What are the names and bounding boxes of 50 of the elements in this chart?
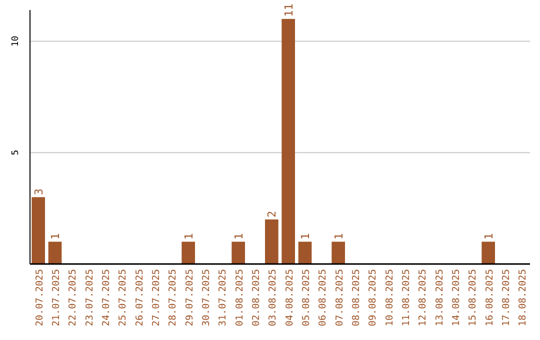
data-label: 1 (299, 233, 312, 240)
x-tick-label: 28.07.2025 (168, 269, 179, 326)
data-label: 1 (182, 233, 196, 240)
x-tick-label: 20.07.2025 (34, 269, 46, 326)
x-tick-label: 04.08.2025 (284, 269, 296, 326)
bar (332, 242, 345, 264)
data-label: 11 (282, 4, 296, 17)
bar (265, 219, 278, 264)
x-tick-label: 07.08.2025 (334, 269, 346, 326)
x-tick-label: 23.07.2025 (84, 269, 96, 326)
x-tick-label: 02.08.2025 (251, 269, 262, 326)
x-tick-label: 12.08.2025 (418, 269, 429, 326)
data-label: 1 (49, 233, 62, 240)
x-tick-label: 13.08.2025 (434, 269, 446, 326)
x-tick-label: 05.08.2025 (301, 269, 312, 326)
x-tick-label: 09.08.2025 (368, 269, 379, 326)
bar (282, 18, 295, 264)
x-tick-label: 21.07.2025 (51, 269, 62, 326)
data-label: 1 (332, 233, 346, 240)
bar (232, 242, 245, 264)
x-tick-label: 25.07.2025 (118, 269, 129, 326)
x-tick-label: 27.07.2025 (151, 269, 162, 326)
x-tick-label: 29.07.2025 (184, 269, 196, 326)
x-tick-label: 01.08.2025 (234, 269, 246, 326)
bar (298, 242, 312, 264)
x-tick-label: 17.08.2025 (501, 269, 512, 326)
bar (482, 242, 495, 264)
y-tick-label: 10 (11, 36, 21, 47)
x-tick-label: 14.08.2025 (451, 269, 462, 326)
x-tick-label: 03.08.2025 (268, 269, 279, 326)
bar (182, 242, 195, 264)
x-tick-label: 16.08.2025 (484, 269, 496, 326)
y-tick-label: 5 (11, 150, 21, 156)
x-tick-label: 18.08.2025 (518, 269, 529, 326)
x-tick-label: 10.08.2025 (384, 269, 396, 326)
data-label: 3 (32, 188, 46, 196)
x-tick-label: 08.08.2025 (351, 269, 362, 326)
x-tick-label: 30.07.2025 (201, 269, 212, 326)
bar (32, 197, 45, 264)
data-label: 2 (266, 210, 279, 218)
x-tick-label: 15.08.2025 (468, 269, 479, 326)
bar (48, 242, 62, 264)
x-tick-label: 11.08.2025 (401, 269, 412, 326)
x-tick-label: 31.07.2025 (218, 269, 229, 326)
data-label: 1 (482, 233, 496, 240)
x-tick-label: 06.08.2025 (318, 269, 329, 326)
x-tick-label: 22.07.2025 (68, 269, 79, 326)
data-label: 1 (232, 233, 246, 240)
x-tick-label: 26.07.2025 (134, 269, 146, 326)
x-tick-label: 24.07.2025 (101, 269, 112, 326)
